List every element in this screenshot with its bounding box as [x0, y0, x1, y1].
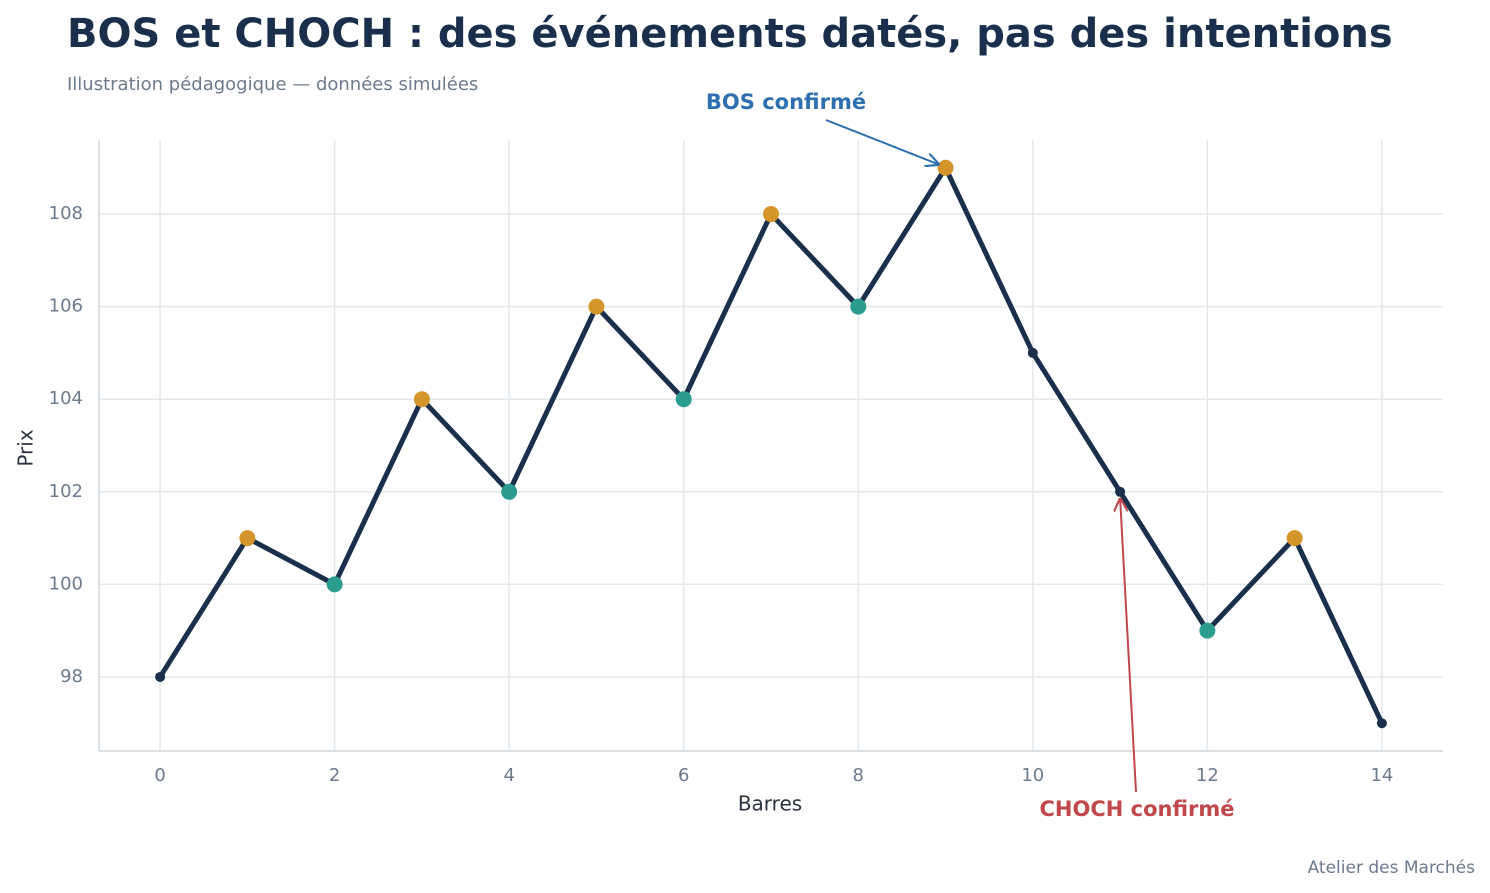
swing-point: [850, 298, 867, 315]
swing-point: [937, 159, 954, 176]
annotation-label: CHOCH confirmé: [1039, 797, 1234, 821]
chart-subtitle: Illustration pédagogique — données simul…: [67, 74, 478, 95]
point: [1027, 347, 1038, 358]
point: [155, 671, 166, 682]
footer: Atelier des Marchés: [1308, 858, 1476, 878]
swing-point: [501, 483, 518, 500]
x-tick-label: 0: [154, 765, 165, 786]
swing-point: [588, 298, 605, 315]
swing-point: [326, 576, 343, 593]
x-axis-label: Barres: [738, 792, 802, 816]
chart-title: BOS et CHOCH : des événements datés, pas…: [67, 11, 1393, 57]
swing-point: [1199, 622, 1216, 639]
y-tick-label: 108: [49, 203, 83, 224]
swing-point: [1286, 530, 1303, 547]
annotation-arrow: [825, 119, 940, 165]
price-line: [157, 165, 1385, 725]
x-tick-label: 6: [678, 765, 689, 786]
x-tick-label: 12: [1196, 765, 1219, 786]
x-tick-label: 14: [1370, 765, 1393, 786]
y-tick-label: 104: [49, 388, 83, 409]
y-tick-label: 102: [49, 481, 83, 502]
y-axis-label: Prix: [14, 429, 38, 466]
annotation-label: BOS confirmé: [706, 90, 866, 114]
x-tick-label: 2: [329, 765, 340, 786]
x-tick-label: 8: [853, 765, 864, 786]
x-tick-label: 4: [503, 765, 514, 786]
swing-point: [763, 206, 779, 223]
swing-point: [675, 391, 692, 408]
annotation-arrow: [1120, 498, 1137, 793]
point: [1115, 486, 1126, 497]
y-tick-label: 100: [49, 573, 83, 594]
swing-point: [239, 530, 256, 547]
y-tick-label: 98: [60, 666, 83, 687]
y-tick-label: 106: [49, 296, 83, 317]
point: [1376, 718, 1387, 729]
x-tick-label: 10: [1021, 765, 1044, 786]
swing-point: [413, 391, 430, 408]
